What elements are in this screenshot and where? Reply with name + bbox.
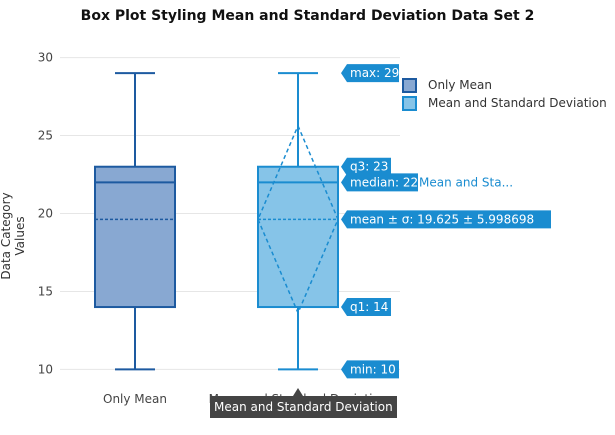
hover-label-text-min: min: 10 xyxy=(350,362,396,376)
hover-label-bg-max xyxy=(341,64,399,83)
legend-label-mean-sd: Mean and Standard Deviation xyxy=(428,96,607,110)
legend-label-only-mean: Only Mean xyxy=(428,78,492,92)
hover-label-bg-min xyxy=(341,360,399,379)
y-tick-label-15: 15 xyxy=(38,284,53,298)
legend-item-only-mean[interactable]: Only Mean xyxy=(400,76,607,94)
median-trace-name: Mean and Sta... xyxy=(419,175,513,189)
hover-label-text-median: median: 22 xyxy=(350,175,418,189)
hover-label-median: median: 22 xyxy=(341,173,418,192)
y-tick-label-30: 30 xyxy=(38,51,53,65)
chart-title: Box Plot Styling Mean and Standard Devia… xyxy=(80,8,535,24)
hover-label-text-max: max: 29 xyxy=(350,66,399,80)
hover-label-text-q3: q3: 23 xyxy=(350,160,388,174)
tooltip-arrow xyxy=(293,388,303,396)
y-tick-label-20: 20 xyxy=(38,207,53,221)
category-tooltip: Mean and Standard Deviation xyxy=(210,396,397,418)
hover-label-q1: q1: 14 xyxy=(341,298,391,317)
legend-swatch-only-mean xyxy=(402,78,417,93)
hover-label-q3: q3: 23 xyxy=(341,157,391,176)
legend[interactable]: Only Mean Mean and Standard Deviation xyxy=(400,76,607,112)
legend-swatch-mean-sd xyxy=(402,96,417,111)
box-only-mean[interactable] xyxy=(94,165,176,309)
hover-label-mean: mean ± σ: 19.625 ± 5.998698 xyxy=(341,210,551,229)
hover-label-text-q1: q1: 14 xyxy=(350,300,388,314)
y-tick-label-25: 25 xyxy=(38,129,53,143)
hover-label-bg-q1 xyxy=(341,298,391,317)
hover-label-bg-mean xyxy=(341,210,551,229)
y-tick-label-10: 10 xyxy=(38,362,53,376)
hover-label-bg-q3 xyxy=(341,157,391,176)
box-mean-sd[interactable] xyxy=(257,165,339,309)
hover-label-min: min: 10 xyxy=(341,360,399,379)
x-tick-label-only-mean: Only Mean xyxy=(103,392,167,406)
legend-item-mean-sd[interactable]: Mean and Standard Deviation xyxy=(400,94,607,112)
hover-label-text-mean: mean ± σ: 19.625 ± 5.998698 xyxy=(350,212,534,226)
hover-label-max: max: 29 xyxy=(341,64,399,83)
hover-label-bg-median xyxy=(341,173,418,192)
sd-diamond-mean-sd[interactable] xyxy=(257,123,339,315)
